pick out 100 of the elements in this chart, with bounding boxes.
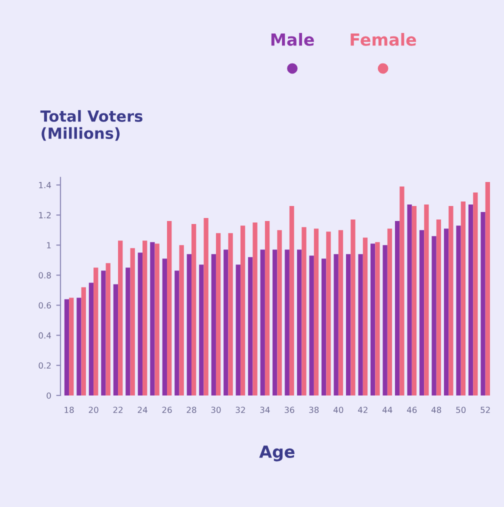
bar bbox=[314, 228, 319, 396]
bar bbox=[448, 206, 454, 396]
bar bbox=[94, 268, 98, 396]
bar bbox=[387, 228, 392, 396]
bar bbox=[162, 258, 168, 396]
bar bbox=[419, 230, 424, 396]
bar bbox=[216, 233, 221, 396]
text: Male bbox=[271, 32, 314, 46]
bar bbox=[468, 204, 474, 396]
y-tick-label: 0 bbox=[46, 392, 51, 399]
bar bbox=[480, 212, 486, 396]
bar bbox=[101, 270, 106, 396]
bar bbox=[211, 254, 216, 396]
y-tick-label: 1 bbox=[47, 242, 51, 248]
y-tick-label: 0.2 bbox=[38, 362, 51, 369]
x-tick-label: 24 bbox=[138, 406, 148, 413]
bar bbox=[272, 250, 278, 396]
bar bbox=[130, 248, 135, 396]
x-tick-label: 40 bbox=[334, 406, 344, 414]
x-tick-label: 20 bbox=[88, 406, 98, 414]
bar bbox=[224, 250, 228, 396]
bar bbox=[69, 298, 74, 396]
bar bbox=[240, 226, 246, 396]
bar bbox=[370, 244, 376, 396]
bar bbox=[154, 244, 160, 396]
x-tick-label: 26 bbox=[162, 406, 172, 414]
bar bbox=[289, 206, 294, 396]
bar bbox=[76, 298, 82, 396]
y-tick-label: 0.4 bbox=[38, 332, 51, 339]
bar bbox=[113, 284, 118, 396]
bar bbox=[277, 230, 282, 396]
bar bbox=[248, 257, 253, 396]
bar bbox=[412, 206, 417, 396]
bar bbox=[142, 240, 148, 396]
bar bbox=[64, 299, 70, 396]
x-tick-label: 42 bbox=[358, 406, 368, 413]
bar bbox=[138, 252, 143, 396]
bar bbox=[167, 221, 172, 396]
y-tick-label: 1.2 bbox=[39, 212, 51, 218]
x-tick-label: 18 bbox=[64, 406, 74, 414]
bar bbox=[302, 227, 306, 396]
bar bbox=[204, 218, 208, 396]
x-tick-label: 30 bbox=[211, 406, 221, 414]
bar bbox=[424, 204, 429, 396]
bar bbox=[179, 245, 184, 396]
y-tick-label: 0.6 bbox=[38, 302, 51, 309]
bar bbox=[407, 204, 412, 396]
x-tick-label: 34 bbox=[260, 406, 270, 414]
bar bbox=[400, 186, 404, 396]
x-tick-label: 50 bbox=[456, 406, 466, 414]
x-tick-label: 22 bbox=[113, 406, 122, 413]
x-tick-label: 46 bbox=[406, 406, 417, 414]
x-tick-label: 44 bbox=[382, 406, 392, 413]
x-tick-label: 38 bbox=[309, 406, 319, 414]
x-axis-title: Age bbox=[259, 446, 294, 462]
bar bbox=[252, 222, 258, 396]
text: Female bbox=[350, 32, 416, 46]
bar bbox=[264, 221, 270, 396]
bar bbox=[326, 232, 331, 396]
bar bbox=[118, 240, 123, 396]
x-tick-label: 36 bbox=[284, 406, 294, 414]
bar bbox=[436, 220, 442, 396]
bar bbox=[334, 254, 338, 396]
x-tick-label: 28 bbox=[186, 406, 196, 414]
bar bbox=[199, 264, 204, 396]
bar bbox=[309, 256, 314, 396]
x-tick-label: 48 bbox=[431, 406, 442, 414]
bar bbox=[473, 192, 478, 396]
bar bbox=[382, 245, 388, 396]
bar bbox=[338, 230, 344, 396]
bar bbox=[322, 258, 326, 396]
bar bbox=[106, 263, 110, 396]
bar bbox=[236, 264, 240, 396]
bar bbox=[460, 202, 466, 396]
y-tick-label: 0.8 bbox=[38, 272, 51, 278]
bar bbox=[362, 238, 368, 396]
bar bbox=[228, 233, 233, 396]
bar bbox=[432, 236, 436, 396]
bar bbox=[88, 282, 94, 396]
bar bbox=[375, 242, 380, 396]
x-tick-label: 32 bbox=[236, 406, 245, 414]
bar bbox=[456, 226, 461, 396]
bar bbox=[186, 254, 192, 396]
bar bbox=[191, 224, 196, 396]
bar bbox=[260, 250, 265, 396]
bar bbox=[394, 221, 400, 396]
bar bbox=[150, 242, 155, 396]
bar bbox=[444, 228, 449, 396]
bar bbox=[297, 250, 302, 396]
y-axis-title: Total Voters (Millions) bbox=[40, 110, 142, 141]
bar bbox=[350, 220, 356, 396]
bar bbox=[126, 268, 130, 396]
bar bbox=[485, 182, 490, 396]
bar bbox=[358, 254, 363, 396]
bar bbox=[174, 270, 180, 396]
bar bbox=[284, 250, 290, 396]
x-tick-label: 52 bbox=[480, 406, 490, 414]
y-tick-label: 1.4 bbox=[39, 182, 51, 188]
bar bbox=[346, 254, 351, 396]
bar bbox=[81, 287, 86, 396]
